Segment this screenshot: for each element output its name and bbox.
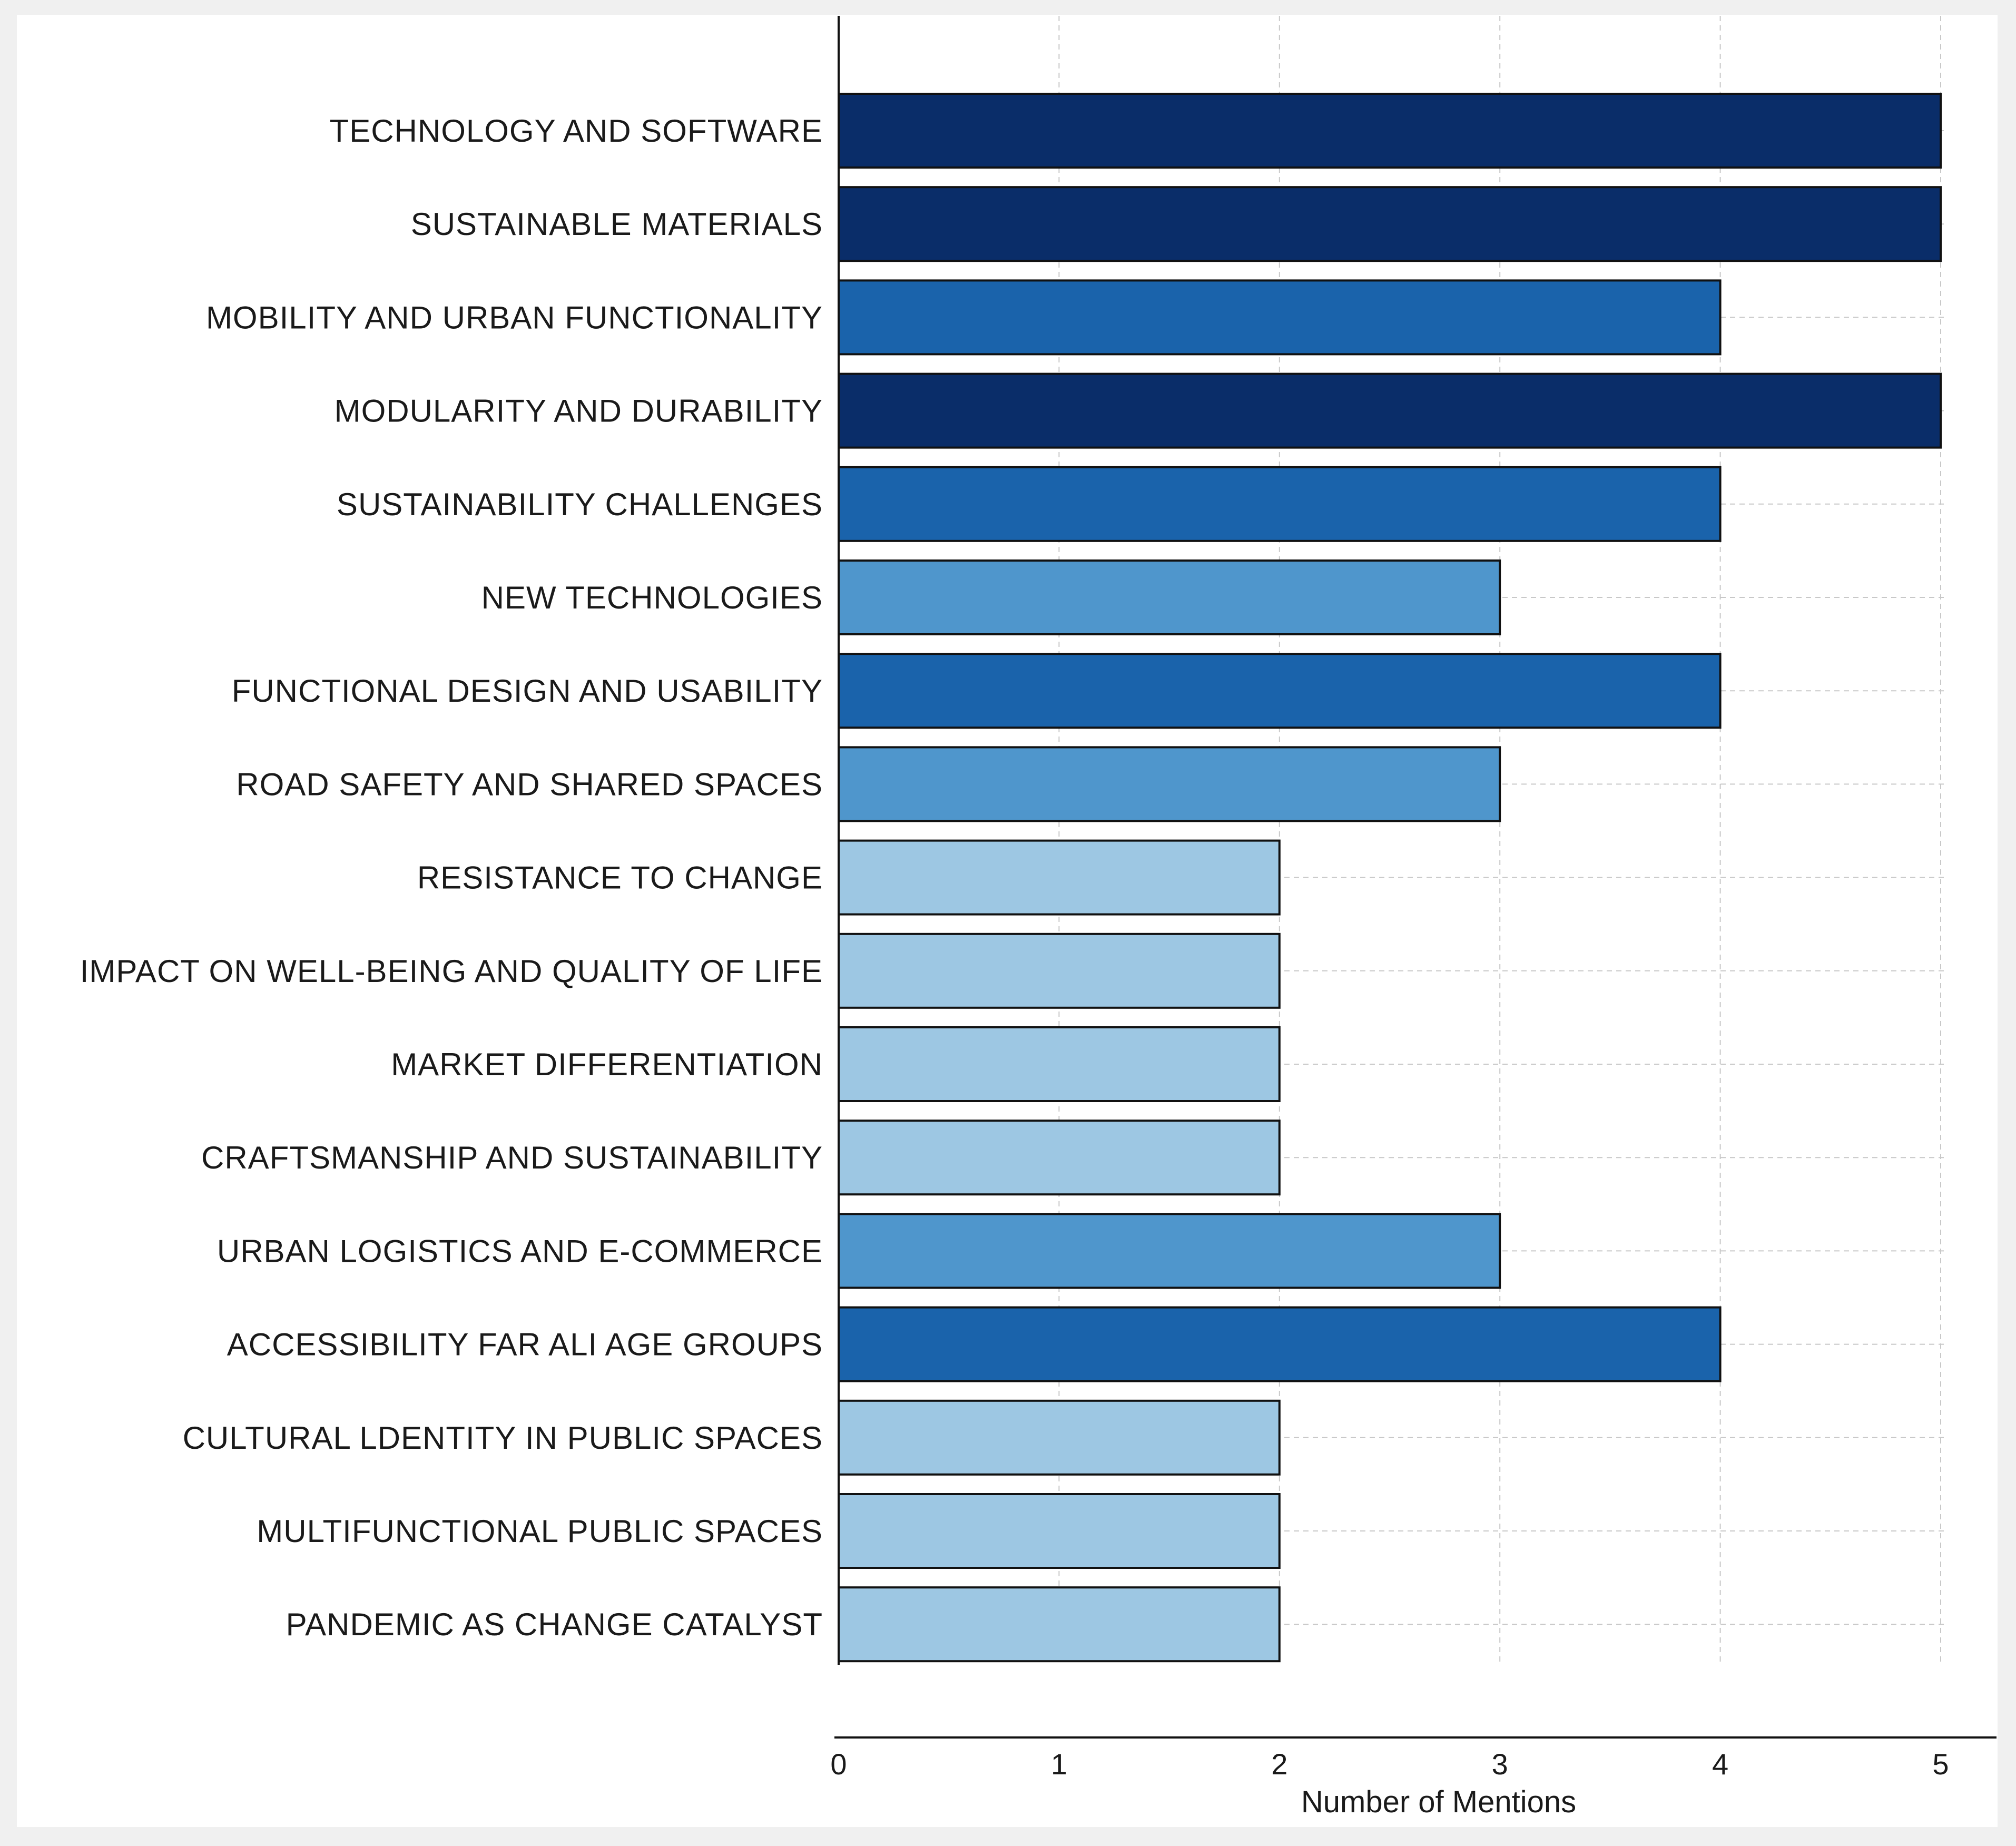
- bar-12: [838, 1213, 1501, 1289]
- bar-6: [838, 653, 1722, 729]
- bar-16: [838, 1586, 1281, 1663]
- category-label-12: URBAN LOGISTICS AND E-COMMERCE: [217, 1233, 823, 1269]
- bar-1: [838, 186, 1942, 262]
- category-label-13: ACCESSIBILITY FAR ALI AGE GROUPS: [227, 1327, 823, 1362]
- category-label-14: CULTURAL LDENTITY IN PUBLIC SPACES: [183, 1420, 823, 1456]
- bar-4: [838, 466, 1722, 542]
- bar-15: [838, 1493, 1281, 1569]
- category-label-6: FUNCTIONAL DESIGN AND USABILITY: [232, 673, 823, 709]
- bar-10: [838, 1026, 1281, 1102]
- x-tick-label-2: 2: [1271, 1747, 1287, 1781]
- category-label-5: NEW TECHNOLOGIES: [481, 580, 823, 615]
- bar-3: [838, 372, 1942, 449]
- x-tick-labels: 0 1 2 3 4 5: [830, 1747, 1949, 1781]
- category-label-4: SUSTAINABILITY CHALLENGES: [337, 487, 823, 522]
- bar-9: [838, 932, 1281, 1009]
- bar-5: [838, 559, 1501, 635]
- category-label-3: MODULARITY AND DURABILITY: [335, 394, 823, 429]
- category-label-2: MOBILITY AND URBAN FUNCTIONALITY: [206, 300, 823, 335]
- bar-0: [838, 93, 1942, 169]
- category-label-7: ROAD SAFETY AND SHARED SPACES: [236, 767, 823, 802]
- bars: [838, 93, 1942, 1663]
- x-tick-label-5: 5: [1932, 1747, 1949, 1781]
- x-axis-title: Number of Mentions: [1301, 1785, 1576, 1819]
- category-label-0: TECHNOLOGY AND SOFTWARE: [330, 113, 823, 149]
- bar-2: [838, 279, 1722, 356]
- category-label-1: SUSTAINABLE MATERIALS: [411, 207, 823, 242]
- x-tick-label-4: 4: [1712, 1747, 1728, 1781]
- category-label-10: MARKET DIFFERENTIATION: [391, 1047, 823, 1082]
- bar-14: [838, 1399, 1281, 1476]
- category-label-9: IMPACT ON WELL-BEING AND QUALITY OF LIFE: [80, 954, 823, 989]
- x-tick-label-3: 3: [1492, 1747, 1508, 1781]
- bar-7: [838, 746, 1501, 822]
- bar-11: [838, 1120, 1281, 1196]
- axes: [834, 16, 1997, 1739]
- x-tick-label-1: 1: [1051, 1747, 1067, 1781]
- category-label-15: MULTIFUNCTIONAL PUBLIC SPACES: [257, 1514, 823, 1549]
- bar-8: [838, 839, 1281, 916]
- category-label-16: PANDEMIC AS CHANGE CATALYST: [286, 1607, 823, 1642]
- category-labels: TECHNOLOGY AND SOFTWARE SUSTAINABLE MATER…: [80, 113, 823, 1642]
- category-label-11: CRAFTSMANSHIP AND SUSTAINABILITY: [201, 1140, 823, 1175]
- category-label-8: RESISTANCE TO CHANGE: [417, 860, 823, 896]
- x-tick-label-0: 0: [830, 1747, 847, 1781]
- bar-13: [838, 1306, 1722, 1382]
